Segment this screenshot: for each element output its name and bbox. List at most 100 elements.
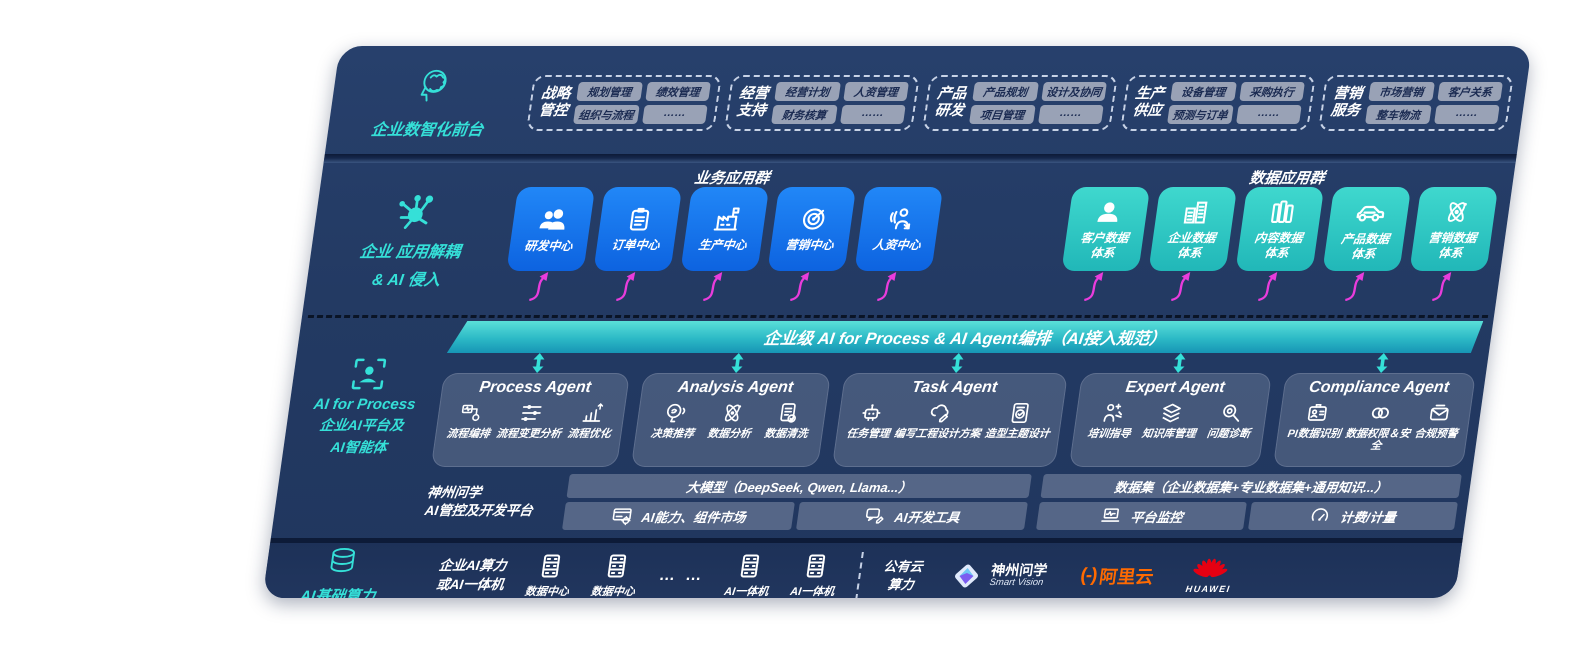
double-arrow-icon	[644, 353, 832, 373]
ai-appliance-node: AI一体机	[723, 552, 774, 598]
tile-label: 内容数据 体系	[1253, 231, 1304, 260]
frontoffice-title: 企业数智化前台	[369, 122, 485, 139]
tile-rd-center: 研发中心	[502, 187, 596, 301]
smartvision-diamond-icon	[955, 564, 979, 587]
huawei-logo: HUAWEI	[1185, 557, 1235, 594]
tile: 订单中心	[593, 187, 683, 271]
agent-title: Process Agent	[478, 379, 593, 396]
tag: 整车物流	[1365, 105, 1432, 124]
magenta-arrow-icon	[1083, 272, 1103, 301]
agent-items: 决策推荐 数据分析 数据清洗	[641, 401, 818, 462]
magenta-arrow-icon	[876, 272, 896, 301]
layer-divider	[323, 154, 1517, 163]
tile: 营销中心	[767, 187, 857, 271]
agent-title: Compliance Agent	[1307, 379, 1451, 396]
agent-item: 数据权限＆安全	[1342, 401, 1415, 453]
tile-label: 订单中心	[610, 238, 661, 253]
agent-item: 问题诊断	[1206, 401, 1255, 440]
books-icon	[1270, 200, 1294, 224]
agent-item: 编写工程设计方案	[893, 401, 985, 440]
tile-label: 企业数据 体系	[1166, 231, 1217, 260]
dataset-bar: 数据集（企业数据集+专业数据集+通用知识...）	[1040, 474, 1462, 498]
double-arrow-icon	[1084, 353, 1276, 373]
model-group: 大模型（DeepSeek, Qwen, Llama...） AI能力、组件市场 …	[561, 474, 1032, 530]
talent-icon	[887, 208, 912, 230]
server-icon	[740, 554, 760, 578]
ai-for-process-label: AI for Process	[312, 396, 417, 413]
magenta-arrow-icon	[789, 272, 809, 301]
magenta-arrow-icon	[1170, 272, 1190, 301]
group-tags: 经营计划 人资管理 财务核算 ……	[771, 82, 909, 124]
tile: 企业数据 体系	[1148, 187, 1238, 271]
server-icon	[540, 554, 560, 578]
tag: 经营计划	[774, 82, 841, 101]
tile: 人资中心	[854, 187, 944, 271]
agent-items: 流程编排 流程变更分析 流程优化	[441, 401, 618, 462]
monitor-icon	[1100, 508, 1121, 522]
group-title: 产品 研发	[933, 85, 968, 119]
group-product-rd: 产品 研发 产品规划 设计及协同 项目管理 ……	[922, 75, 1118, 131]
database-icon	[329, 547, 356, 573]
layer-digital-frontoffice: 企业数智化前台 战略 管控 规划管理 绩效管理 组织与流程 …… 经营 支持 经营计…	[325, 46, 1532, 154]
agent-item: 知识库管理	[1141, 401, 1201, 440]
ai-dev-tools-cell: AI开发工具	[795, 502, 1028, 530]
tile-label: 客户数据 体系	[1079, 231, 1130, 260]
tile-marketing-data: 营销数据 体系	[1405, 187, 1499, 301]
alibaba-bracket-icon: (-)	[1079, 564, 1099, 586]
id-card-icon	[1307, 403, 1328, 421]
agent-items: PI数据识别 数据权限＆安全 合规预警	[1283, 401, 1463, 462]
ai-compute-label: AI基础算力	[262, 545, 419, 598]
brain-head-icon	[419, 69, 448, 102]
clipboard-icon	[629, 207, 650, 231]
alert-mail-icon	[1429, 404, 1449, 421]
cloud-edit-icon	[929, 404, 950, 423]
platform-label: 神州问学 AI管控及开发平台	[423, 485, 534, 518]
training-icon	[1102, 403, 1124, 422]
group-title: 战略 管控	[537, 85, 572, 119]
frontoffice-label: 企业数智化前台	[327, 66, 535, 140]
dataset-cells: 平台监控 计费/计量	[1035, 502, 1458, 530]
agent-item: 决策推荐	[650, 401, 699, 440]
customer-icon	[1096, 202, 1120, 223]
business-app-header: 业务应用群	[693, 170, 771, 187]
data-app-group: 数据应用群 客户数据 体系 企业数据 体系	[1055, 167, 1501, 313]
decoupling-title-line1: 企业 应用解耦	[358, 244, 462, 261]
diagnose-icon	[1221, 404, 1242, 422]
tile-label: 人资中心	[871, 238, 922, 253]
gauge-icon	[1311, 508, 1330, 522]
frontoffice-groups: 战略 管控 规划管理 绩效管理 组织与流程 …… 经营 支持 经营计划 人资管理 财…	[526, 75, 1514, 131]
sliders-icon	[521, 404, 543, 422]
group-tags: 设备管理 采购执行 预测与订单 ……	[1167, 82, 1305, 124]
atom-icon	[721, 402, 743, 424]
agent-item: 任务管理	[846, 401, 895, 440]
ai-infra-title: AI基础算力	[298, 588, 377, 598]
agent-item: 培训指导	[1087, 401, 1136, 440]
layer-ai-infrastructure: AI基础算力 企业AI算力 或AI一体机 数据中心 数据中心 … … AI一体机 …	[262, 538, 1463, 598]
business-tiles: 研发中心 订单中心	[502, 187, 944, 301]
agent-item: 流程编排	[446, 401, 495, 440]
tablet-check-icon	[1011, 402, 1029, 424]
group-strategy: 战略 管控 规划管理 绩效管理 组织与流程 ……	[526, 75, 722, 131]
business-app-group: 业务应用群 研发中心 订单中心	[500, 167, 946, 313]
integration-dashed-line	[307, 315, 1489, 318]
magenta-arrow-icon	[615, 272, 635, 301]
process-agent-card: Process Agent 流程编排 流程变更分析 流程优化	[430, 373, 631, 467]
magenta-arrow-icon	[702, 272, 722, 301]
document-icon	[780, 403, 799, 423]
huawei-flower-icon	[1193, 558, 1228, 578]
agent-item: 流程变更分析	[495, 401, 565, 440]
ai-appliance-node: AI一体机	[789, 552, 840, 598]
tag: 产品规划	[972, 82, 1039, 101]
factory-icon	[713, 207, 740, 231]
dev-tools-icon	[864, 508, 885, 524]
rings-icon	[1371, 407, 1390, 419]
decoupling-title-line2: & AI 侵入	[370, 272, 442, 289]
agent-item: 数据分析	[707, 401, 756, 440]
ai-capability-market-cell: AI能力、组件市场	[561, 502, 795, 530]
double-arrow-icon	[444, 353, 632, 373]
tag: 规划管理	[576, 82, 643, 101]
tile-label: 研发中心	[523, 239, 574, 254]
cloud-vendor-logos: 神州问学 Smart Vision (-) 阿里云	[947, 557, 1235, 594]
magenta-arrow-icon	[1257, 272, 1277, 301]
